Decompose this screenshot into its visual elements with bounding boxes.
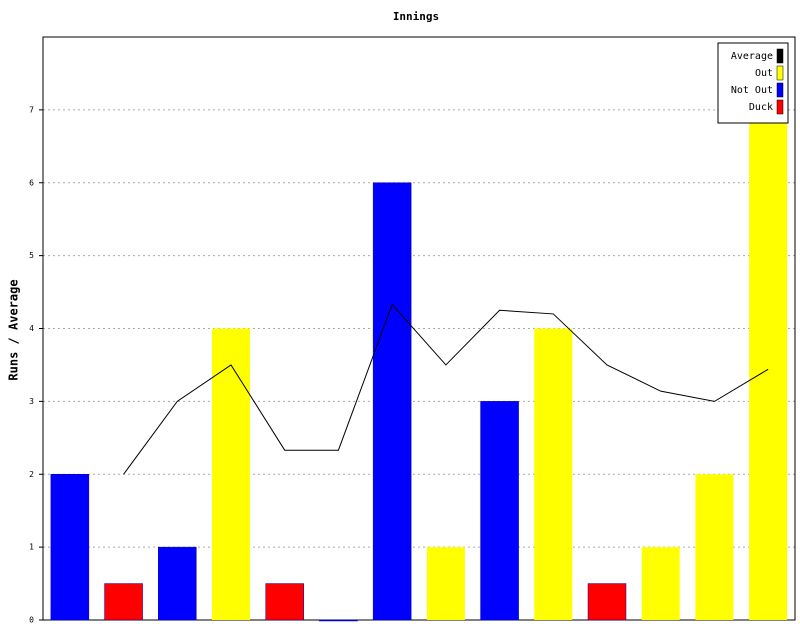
y-tick-label: 5 — [29, 251, 34, 260]
bar — [534, 328, 573, 620]
y-tick-label: 2 — [29, 470, 34, 479]
average-line — [123, 303, 769, 475]
y-tick-label: 7 — [29, 105, 34, 114]
bar — [158, 546, 197, 621]
legend-label: Average — [731, 51, 773, 62]
bar — [50, 474, 90, 621]
legend-label: Duck — [749, 102, 773, 113]
bar — [426, 547, 465, 620]
legend-box — [717, 42, 789, 124]
plot-frame — [42, 36, 796, 621]
bar — [319, 619, 358, 622]
y-tick-label: 6 — [29, 178, 34, 187]
chart-title: Innings — [393, 10, 439, 23]
bar — [641, 547, 680, 620]
y-tick-label: 0 — [29, 616, 34, 625]
legend: Average Out Not Out Duck — [717, 42, 789, 124]
bar — [104, 583, 143, 621]
legend-swatch — [776, 65, 784, 81]
legend-swatch — [776, 99, 784, 115]
y-tick-label: 3 — [29, 397, 34, 406]
y-tick-label: 4 — [29, 324, 34, 333]
bar — [749, 109, 788, 620]
bar — [265, 583, 304, 621]
bar — [587, 583, 627, 621]
y-axis-label: Runs / Average — [7, 279, 21, 380]
legend-label: Out — [755, 68, 773, 79]
bar — [212, 328, 250, 620]
legend-label: Not Out — [731, 85, 773, 96]
legend-swatch — [776, 82, 784, 98]
y-tick-label: 1 — [29, 543, 34, 552]
bar — [695, 474, 734, 620]
legend-swatch — [776, 48, 784, 64]
bar — [372, 182, 412, 621]
bar — [480, 401, 519, 621]
